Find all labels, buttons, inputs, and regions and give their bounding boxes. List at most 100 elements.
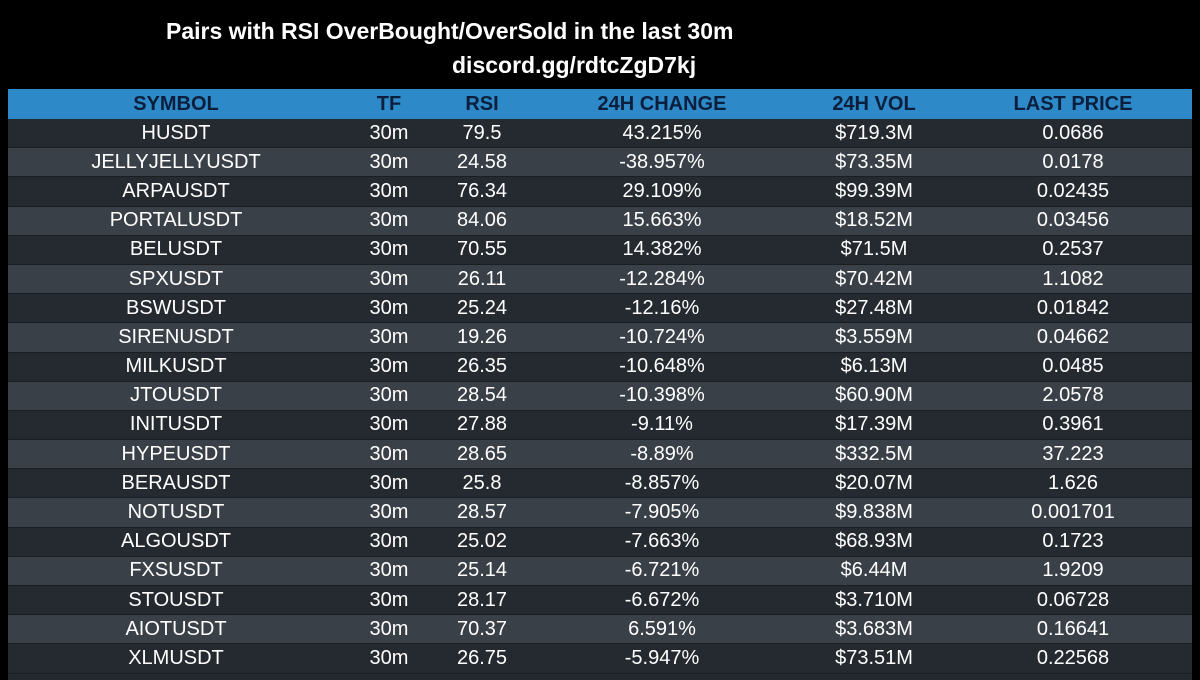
cell-24h-vol: $719.3M [835, 121, 913, 144]
cell-last-price: 0.1723 [1042, 530, 1104, 553]
cell-symbol: INITUSDT [129, 413, 223, 436]
cell-24h-change: -7.663% [624, 530, 700, 553]
cell-symbol: BSWUSDT [126, 296, 226, 319]
cell-last-price: 1.626 [1047, 471, 1099, 494]
header-last-price: LAST PRICE [1013, 92, 1133, 115]
cell-last-price: 0.0485 [1042, 355, 1104, 378]
table-row: MILKUSDT 30m 26.35 -10.648% $6.13M 0.0485 [8, 352, 1192, 382]
table-row: XLMUSDT 30m 26.75 -5.947% $73.51M 0.22568 [8, 644, 1192, 674]
table-row: ALGOUSDT 30m 25.02 -7.663% $68.93M 0.1723 [8, 527, 1192, 557]
cell-tf: 30m [369, 413, 409, 436]
cell-last-price: 1.9209 [1042, 559, 1104, 582]
cell-rsi: 26.75 [456, 646, 508, 669]
cell-24h-change: -6.721% [624, 559, 700, 582]
cell-tf: 30m [369, 296, 409, 319]
cell-rsi: 28.54 [456, 384, 508, 407]
cell-24h-vol: $27.48M [835, 296, 913, 319]
cell-tf: 30m [369, 559, 409, 582]
cell-24h-vol: $332.5M [835, 442, 913, 465]
cell-last-price: 0.02435 [1036, 179, 1110, 202]
cell-24h-change: -10.724% [619, 325, 705, 348]
cell-symbol: ARPAUSDT [122, 179, 230, 202]
cell-24h-vol: $18.52M [835, 209, 913, 232]
cell-symbol: MILKUSDT [125, 355, 227, 378]
discord-link[interactable]: discord.gg/rdtcZgD7kj [452, 52, 697, 78]
cell-symbol: JTOUSDT [130, 384, 222, 407]
cell-symbol: PORTALUSDT [109, 209, 243, 232]
table-row: STOUSDT 30m 28.17 -6.672% $3.710M 0.06728 [8, 586, 1192, 616]
cell-rsi: 25.8 [462, 471, 502, 494]
cell-tf: 30m [369, 267, 409, 290]
cell-24h-vol: $99.39M [835, 179, 913, 202]
cell-last-price: 0.001701 [1031, 501, 1115, 524]
cell-tf: 30m [369, 588, 409, 611]
table-row: BSWUSDT 30m 25.24 -12.16% $27.48M 0.01842 [8, 294, 1192, 324]
cell-rsi: 25.14 [456, 559, 508, 582]
header-24h-change: 24H CHANGE [597, 92, 727, 115]
cell-tf: 30m [369, 384, 409, 407]
cell-rsi: 26.35 [456, 355, 508, 378]
cell-24h-vol: $6.44M [840, 559, 908, 582]
cell-24h-change: -12.284% [619, 267, 705, 290]
table-row: HYPEUSDT 30m 28.65 -8.89% $332.5M 37.223 [8, 440, 1192, 470]
cell-rsi: 28.65 [456, 442, 508, 465]
cell-24h-vol: $71.5M [840, 238, 908, 261]
cell-symbol: HYPEUSDT [121, 442, 231, 465]
table-row: BELUSDT 30m 70.55 14.382% $71.5M 0.2537 [8, 235, 1192, 265]
cell-symbol: BELUSDT [129, 238, 223, 261]
cell-24h-vol: $73.51M [835, 646, 913, 669]
cell-tf: 30m [369, 442, 409, 465]
cell-24h-vol: $6.13M [840, 355, 908, 378]
cell-24h-vol: $17.39M [835, 413, 913, 436]
cell-24h-vol: $3.683M [835, 617, 913, 640]
cell-24h-change: -38.957% [619, 150, 705, 173]
table-row: FXSUSDT 30m 25.14 -6.721% $6.44M 1.9209 [8, 556, 1192, 586]
cell-24h-vol: $68.93M [835, 530, 913, 553]
cell-rsi: 19.26 [456, 325, 508, 348]
cell-rsi: 28.57 [456, 501, 508, 524]
cell-rsi: 70.55 [456, 238, 508, 261]
cell-tf: 30m [369, 530, 409, 553]
cell-rsi: 76.34 [456, 179, 508, 202]
cell-24h-change: -8.857% [624, 471, 700, 494]
cell-tf: 30m [369, 179, 409, 202]
table-row: PORTALUSDT 30m 84.06 15.663% $18.52M 0.03456 [8, 206, 1192, 236]
cell-symbol: AIOTUSDT [125, 617, 227, 640]
cell-rsi: 84.06 [456, 209, 508, 232]
cell-rsi: 28.17 [456, 588, 508, 611]
cell-24h-change: 29.109% [622, 179, 702, 202]
cell-24h-change: -5.947% [624, 646, 700, 669]
cell-last-price: 0.04662 [1036, 325, 1110, 348]
cell-rsi: 27.88 [456, 413, 508, 436]
cell-24h-change: -10.398% [619, 384, 705, 407]
table-row: AIOTUSDT 30m 70.37 6.591% $3.683M 0.16641 [8, 615, 1192, 645]
cell-rsi: 25.02 [456, 530, 508, 553]
cell-symbol: HUSDT [141, 121, 211, 144]
cell-tf: 30m [369, 355, 409, 378]
cell-24h-change: 14.382% [622, 238, 702, 261]
table-row: JTOUSDT 30m 28.54 -10.398% $60.90M 2.0578 [8, 381, 1192, 411]
cell-rsi: 26.11 [457, 267, 507, 290]
table-row-partial [8, 673, 1192, 680]
cell-24h-change: 15.663% [622, 209, 702, 232]
cell-24h-change: -9.11% [631, 413, 693, 436]
cell-24h-vol: $3.559M [835, 325, 913, 348]
cell-last-price: 0.06728 [1036, 588, 1110, 611]
cell-24h-change: -6.672% [624, 588, 700, 611]
cell-tf: 30m [369, 325, 409, 348]
cell-last-price: 37.223 [1042, 442, 1104, 465]
cell-last-price: 0.01842 [1036, 296, 1110, 319]
cell-symbol: BERAUSDT [121, 471, 231, 494]
cell-last-price: 0.2537 [1042, 238, 1104, 261]
cell-symbol: STOUSDT [128, 588, 224, 611]
cell-24h-change: -8.89% [630, 442, 694, 465]
cell-tf: 30m [369, 471, 409, 494]
cell-rsi: 70.37 [456, 617, 508, 640]
cell-last-price: 1.1082 [1042, 267, 1104, 290]
cell-24h-vol: $20.07M [835, 471, 913, 494]
table-row: BERAUSDT 30m 25.8 -8.857% $20.07M 1.626 [8, 469, 1192, 499]
cell-24h-vol: $70.42M [835, 267, 913, 290]
table-body: HUSDT 30m 79.5 43.215% $719.3M 0.0686 JELLYJEL… [8, 119, 1192, 674]
table-row: ARPAUSDT 30m 76.34 29.109% $99.39M 0.02435 [8, 177, 1192, 207]
cell-24h-vol: $73.35M [835, 150, 913, 173]
